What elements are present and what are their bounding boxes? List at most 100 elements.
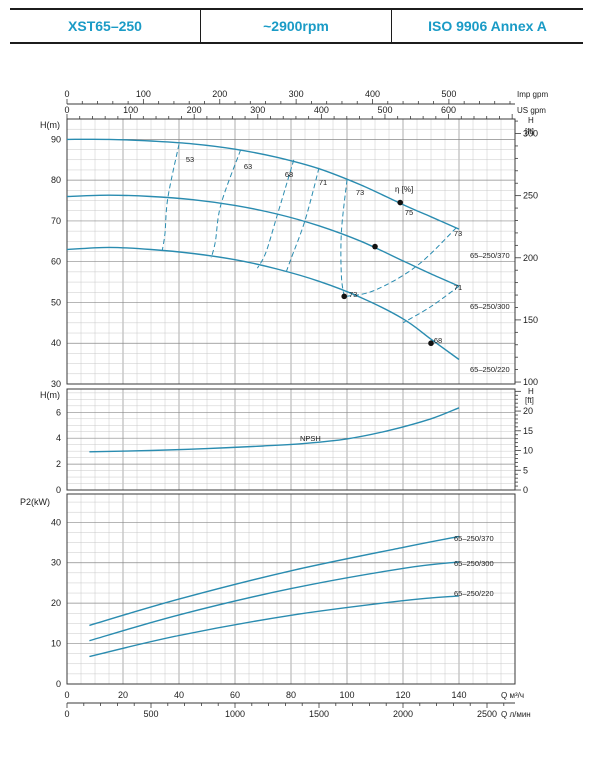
q-m3h-tick-label: 80 [286, 690, 296, 700]
efficiency-iso-curve-0 [161, 144, 180, 251]
head-m-tick-label: 80 [51, 175, 61, 185]
npsh-m-tick-label: 4 [56, 433, 61, 443]
head-m-tick-label: 40 [51, 338, 61, 348]
imp-gpm-tick-label: 300 [289, 89, 304, 99]
test-standard: ISO 9906 Annex A [428, 18, 547, 34]
head-series-2 [66, 246, 460, 361]
efficiency-label-0: 53 [186, 155, 194, 164]
head-m-tick-label: 60 [51, 257, 61, 267]
head-m-tick-label: 50 [51, 297, 61, 307]
npsh-ft-tick-label: 15 [523, 426, 533, 436]
q-m3h-tick-label: 0 [64, 690, 69, 700]
head-series-label-0: 65–250/370 [470, 251, 510, 260]
efficiency-iso-curve-6 [346, 227, 457, 297]
head-ft-tick-label: 100 [523, 377, 538, 387]
us-gpm-unit: US gpm [517, 106, 546, 115]
q-m3h-tick-label: 140 [451, 690, 466, 700]
npsh-ft-label-h: H [528, 387, 534, 396]
q-lmin-tick-label: 2500 [477, 709, 497, 719]
imp-gpm-tick-label: 200 [212, 89, 227, 99]
efficiency-label-7: 71 [454, 283, 462, 292]
efficiency-label-2: 68 [285, 170, 293, 179]
duty-point-0 [397, 199, 404, 206]
panel-frame [66, 388, 516, 491]
q-lmin-tick-label: 0 [64, 709, 69, 719]
efficiency-iso-curve-4 [340, 179, 348, 297]
efficiency-label-6: 73 [454, 229, 462, 238]
npsh-series-label-0: NPSH [300, 434, 321, 443]
head-ft-tick-label: 150 [523, 315, 538, 325]
curve-layer [66, 138, 460, 658]
head-ft-label-ft: [ft] [525, 127, 534, 136]
us-gpm-tick-label: 300 [250, 105, 265, 115]
chart-header: XST65–250 ~2900rpm ISO 9906 Annex A [10, 8, 583, 44]
head-ft-tick-label: 200 [523, 253, 538, 263]
efficiency-label-73-left: 73 [349, 290, 357, 299]
duty-point-3 [428, 340, 434, 347]
npsh-m-tick-label: 6 [56, 407, 61, 417]
npsh-ft-tick-label: 5 [523, 465, 528, 475]
head-m-tick-label: 70 [51, 216, 61, 226]
us-gpm-tick-label: 0 [64, 105, 69, 115]
npsh-m-label: H(m) [40, 390, 60, 400]
npsh-ft-tick-label: 0 [523, 485, 528, 495]
imp-gpm-tick-label: 400 [365, 89, 380, 99]
efficiency-label-5: 75 [405, 208, 413, 217]
pump-model: XST65–250 [10, 10, 201, 42]
npsh-ft-tick-label: 10 [523, 446, 533, 456]
grid-layer [66, 99, 521, 708]
us-gpm-tick-label: 500 [377, 105, 392, 115]
q-m3h-tick-label: 60 [230, 690, 240, 700]
efficiency-label-3: 71 [319, 178, 327, 187]
q-lmin-tick-label: 500 [143, 709, 158, 719]
head-ft-tick-label: 250 [523, 191, 538, 201]
q-lmin-tick-label: 1500 [309, 709, 329, 719]
q-lmin-tick-label: 2000 [393, 709, 413, 719]
head-series-1 [66, 194, 460, 287]
npsh-m-tick-label: 0 [56, 485, 61, 495]
power-tick-label: 30 [51, 558, 61, 568]
power-tick-label: 10 [51, 639, 61, 649]
efficiency-axis-label: η [%] [395, 185, 413, 194]
power-series-0 [89, 535, 460, 627]
q-m3h-tick-label: 20 [118, 690, 128, 700]
panel-frame [66, 118, 516, 385]
head-ft-tick-label: 300 [523, 129, 538, 139]
efficiency-iso-curve-7 [402, 285, 460, 324]
head-m-tick-label: 30 [51, 379, 61, 389]
duty-point-2 [341, 293, 348, 300]
power-tick-label: 0 [56, 679, 61, 689]
us-gpm-tick-label: 100 [123, 105, 138, 115]
panel-frame [66, 493, 516, 685]
efficiency-label-1: 63 [244, 162, 252, 171]
imp-gpm-tick-label: 0 [64, 89, 69, 99]
head-series-0 [66, 138, 460, 230]
efficiency-label-4: 73 [356, 188, 364, 197]
q-m3h-unit: Q м³/ч [501, 691, 524, 700]
power-tick-label: 20 [51, 598, 61, 608]
q-lmin-unit: Q л/мин [501, 710, 531, 719]
head-ft-label-h: H [528, 116, 534, 125]
npsh-m-tick-label: 2 [56, 459, 61, 469]
power-series-label-1: 65–250/300 [454, 559, 494, 568]
imp-gpm-unit: Imp gpm [517, 90, 548, 99]
npsh-ft-tick-label: 20 [523, 406, 533, 416]
power-tick-label: 40 [51, 517, 61, 527]
duty-point-1 [372, 243, 378, 250]
power-series-label-0: 65–250/370 [454, 534, 494, 543]
pump-speed: ~2900rpm [201, 10, 392, 42]
q-lmin-tick-label: 1000 [225, 709, 245, 719]
imp-gpm-tick-label: 100 [136, 89, 151, 99]
efficiency-iso-curve-1 [210, 149, 242, 259]
power-series-1 [89, 561, 460, 642]
head-series-label-1: 65–250/300 [470, 302, 510, 311]
efficiency-label-8: 68 [434, 336, 442, 345]
us-gpm-tick-label: 200 [187, 105, 202, 115]
us-gpm-tick-label: 400 [314, 105, 329, 115]
npsh-ft-label-ft: [ft] [525, 396, 534, 405]
npsh-series-0 [89, 407, 460, 453]
head-m-tick-label: 90 [51, 134, 61, 144]
efficiency-iso-curve-2 [256, 159, 295, 269]
head-series-label-2: 65–250/220 [470, 365, 510, 374]
